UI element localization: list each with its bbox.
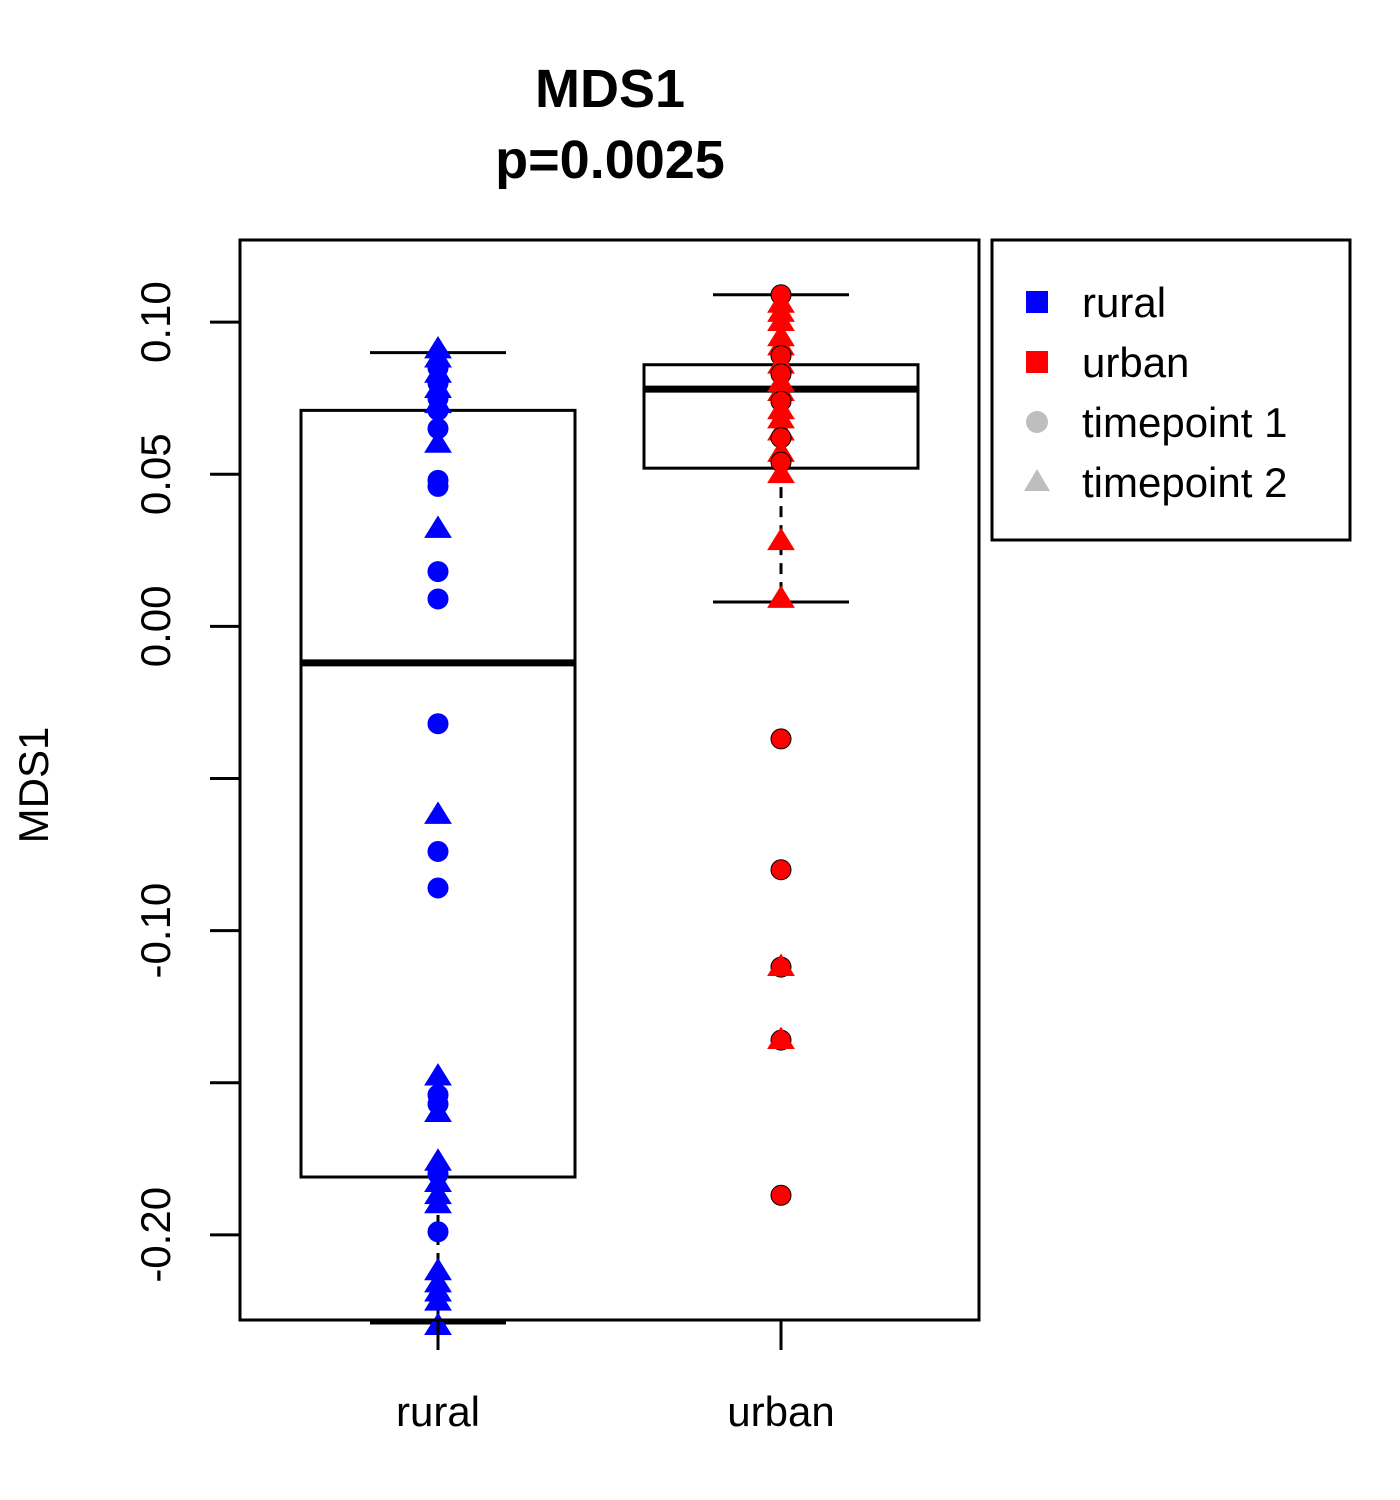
legend-label: urban (1082, 339, 1189, 386)
point-timepoint-2 (767, 460, 795, 484)
boxes-layer (299, 293, 920, 1325)
legend-entries: rural urban timepoint 1 timepoint 2 (1024, 279, 1287, 506)
y-tick-label: 0.05 (132, 433, 179, 515)
y-tick-label: 0.00 (132, 585, 179, 667)
point-timepoint-2 (424, 801, 452, 824)
point-timepoint-1 (427, 713, 449, 735)
legend: rural urban timepoint 1 timepoint 2 (990, 238, 1352, 542)
y-tick-label: 0.10 (132, 281, 179, 363)
legend-label: timepoint 1 (1082, 399, 1287, 446)
point-timepoint-1 (427, 877, 449, 899)
series-rural (424, 335, 452, 1335)
legend-entry: urban (1026, 339, 1189, 386)
point-timepoint-1 (427, 588, 449, 610)
legend-entry: timepoint 1 (1026, 399, 1287, 446)
point-timepoint-2 (424, 1099, 452, 1123)
point-timepoint-2 (424, 1063, 452, 1086)
point-timepoint-2 (424, 1288, 452, 1311)
point-timepoint-2 (424, 1190, 452, 1214)
point-timepoint-2 (767, 953, 795, 976)
point-timepoint-2 (767, 1026, 795, 1050)
legend-square-swatch (1026, 351, 1048, 373)
plot-frame (238, 238, 981, 1322)
point-timepoint-1 (427, 399, 449, 421)
point-timepoint-1 (427, 475, 449, 497)
x-axis: rural urban (396, 1320, 835, 1435)
legend-circle-swatch (1026, 411, 1048, 433)
points-layer (424, 284, 795, 1335)
y-axis-label: MDS1 (10, 727, 57, 844)
point-timepoint-2 (424, 515, 452, 538)
legend-frame (990, 238, 1352, 542)
point-timepoint-2 (767, 527, 795, 551)
y-tick-label: -0.20 (132, 1187, 179, 1283)
point-timepoint-2 (767, 585, 795, 608)
point-timepoint-1 (770, 728, 792, 750)
point-timepoint-1 (427, 840, 449, 862)
y-axis: -0.20 -0.10 0.00 0.05 0.10 (132, 281, 242, 1283)
point-timepoint-1 (427, 1221, 449, 1243)
legend-label: rural (1082, 279, 1166, 326)
legend-entry: rural (1026, 279, 1166, 326)
legend-label: timepoint 2 (1082, 459, 1287, 506)
x-tick-label: rural (396, 1388, 480, 1435)
legend-triangle-swatch (1024, 469, 1050, 491)
legend-entry: timepoint 2 (1024, 459, 1287, 506)
point-timepoint-1 (770, 1184, 792, 1206)
chart-subtitle: p=0.0025 (495, 130, 725, 190)
point-timepoint-2 (424, 430, 452, 453)
point-timepoint-1 (427, 561, 449, 583)
x-tick-label: urban (727, 1388, 834, 1435)
legend-square-swatch (1026, 291, 1048, 313)
series-urban (767, 284, 795, 1206)
y-tick-label: -0.10 (132, 883, 179, 979)
chart-title: MDS1 (535, 59, 685, 119)
point-timepoint-1 (770, 859, 792, 881)
